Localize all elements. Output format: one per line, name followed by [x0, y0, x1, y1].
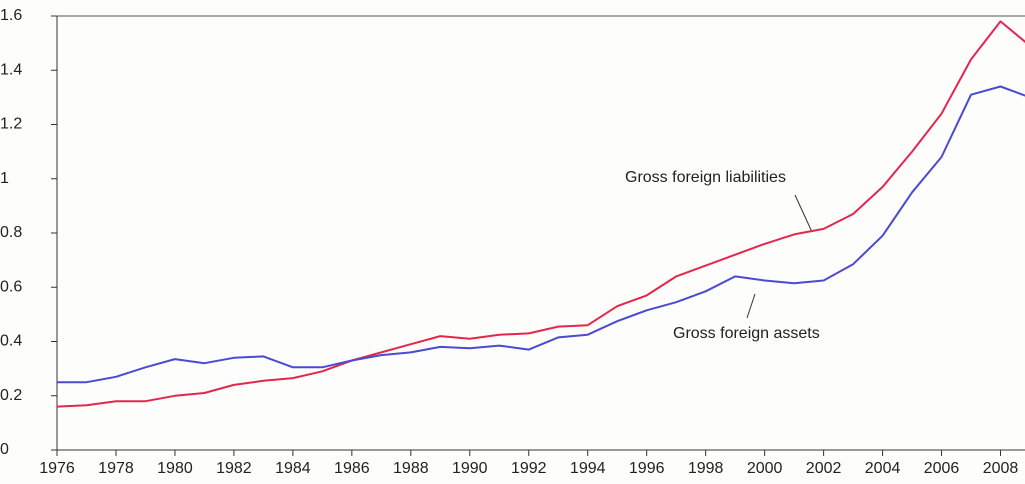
- x-tick-label: 1976: [39, 460, 75, 477]
- y-tick-label: 1: [0, 170, 9, 187]
- x-tick-label: 2008: [983, 460, 1019, 477]
- y-tick-label: 0.2: [0, 387, 22, 404]
- x-tick-label: 2000: [747, 460, 783, 477]
- annotation: Gross foreign assets: [673, 325, 820, 342]
- leader-line: [746, 293, 756, 319]
- x-tick-label: 2006: [924, 460, 960, 477]
- x-tick-label: 1990: [452, 460, 488, 477]
- x-tick-label: 1992: [511, 460, 547, 477]
- x-tick-label: 1980: [157, 460, 193, 477]
- x-tick-label: 2002: [806, 460, 842, 477]
- y-tick-label: 0.6: [0, 278, 22, 295]
- x-tick-label: 2004: [865, 460, 901, 477]
- x-tick-label: 1978: [98, 460, 134, 477]
- y-tick-label: 1.6: [0, 7, 22, 24]
- y-tick-label: 0.8: [0, 224, 22, 241]
- y-tick-label: 0: [0, 441, 9, 458]
- x-tick-label: 1998: [688, 460, 724, 477]
- line-series: [57, 85, 1025, 384]
- y-tick-label: 1.2: [0, 116, 22, 133]
- x-tick-label: 1982: [216, 460, 252, 477]
- annotation: Gross foreign liabilities: [625, 169, 786, 186]
- line-series: [56, 20, 1025, 408]
- y-tick-label: 0.4: [0, 333, 22, 350]
- leader-line: [794, 194, 813, 233]
- x-tick-label: 1984: [275, 460, 311, 477]
- y-tick-label: 1.4: [0, 61, 22, 78]
- x-tick-label: 1988: [393, 460, 429, 477]
- x-tick-label: 1994: [570, 460, 606, 477]
- x-tick-label: 1996: [629, 460, 665, 477]
- x-tick-label: 1986: [334, 460, 370, 477]
